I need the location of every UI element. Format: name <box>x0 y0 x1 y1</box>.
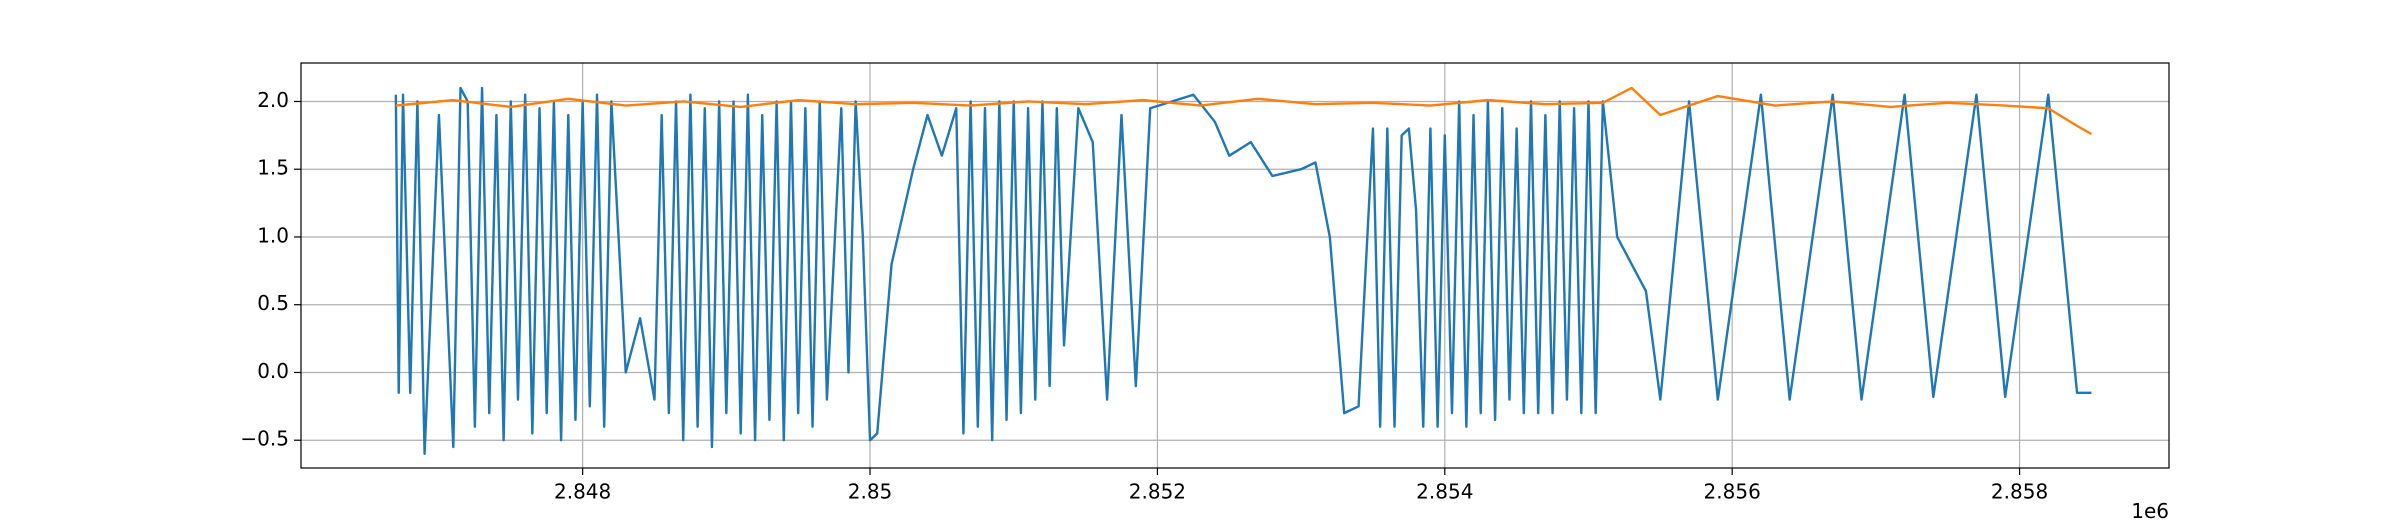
plot-frame <box>300 62 2170 469</box>
x-tick-label: 2.848 <box>554 480 611 504</box>
x-offset-label: 1e6 <box>2131 499 2169 523</box>
y-tick-label: 1.0 <box>257 223 289 247</box>
x-tick-label: 2.856 <box>1704 480 1761 504</box>
series-line <box>394 86 2092 455</box>
y-tick-label: 2.0 <box>257 88 289 112</box>
x-tick-label: 2.85 <box>848 480 893 504</box>
x-tick-label: 2.854 <box>1416 480 1473 504</box>
y-tick-label: −0.5 <box>240 427 289 451</box>
y-tick-label: 1.5 <box>257 156 289 180</box>
x-tick-label: 2.852 <box>1129 480 1186 504</box>
series-line <box>395 86 2093 136</box>
x-tick-label: 2.858 <box>1991 480 2048 504</box>
y-tick-label: 0.0 <box>257 359 289 383</box>
y-tick-label: 0.5 <box>257 291 289 315</box>
